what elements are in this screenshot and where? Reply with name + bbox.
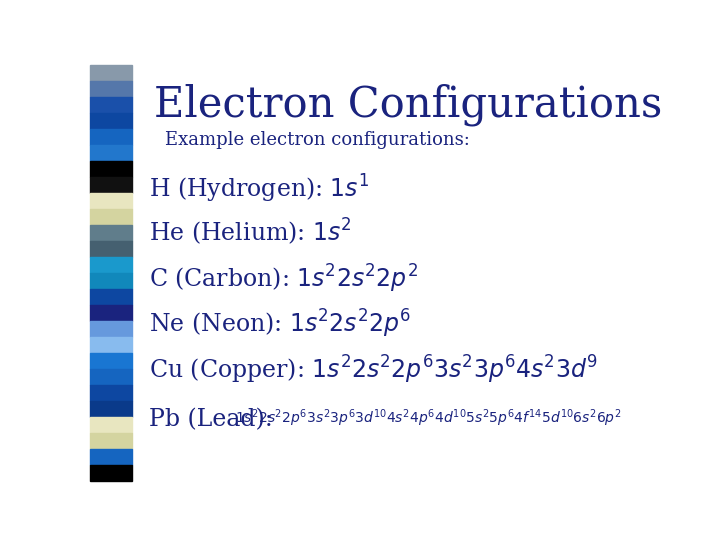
Bar	[90, 433, 132, 449]
Text: Pb (Lead):: Pb (Lead):	[148, 408, 280, 431]
Bar	[90, 209, 132, 225]
Bar	[90, 65, 132, 81]
Bar	[90, 256, 132, 273]
Text: Electron Configurations: Electron Configurations	[154, 84, 662, 126]
Bar	[90, 336, 132, 353]
Text: H (Hydrogen): $1s^{1}$: H (Hydrogen): $1s^{1}$	[148, 173, 369, 205]
Bar	[90, 241, 132, 256]
Bar	[90, 145, 132, 161]
Text: Ne (Neon): $1s^{2}2s^{2}2p^{6}$: Ne (Neon): $1s^{2}2s^{2}2p^{6}$	[148, 308, 410, 340]
Bar	[90, 305, 132, 321]
Bar	[90, 321, 132, 336]
Bar	[90, 113, 132, 129]
Bar	[90, 449, 132, 464]
Bar	[90, 464, 132, 481]
Bar	[90, 193, 132, 209]
Bar	[90, 97, 132, 113]
Bar	[90, 161, 132, 177]
Bar	[90, 353, 132, 369]
Bar	[90, 81, 132, 97]
Text: Example electron configurations:: Example electron configurations:	[166, 131, 470, 150]
Bar	[90, 384, 132, 401]
Bar	[90, 289, 132, 305]
Bar	[90, 417, 132, 433]
Bar	[90, 225, 132, 241]
Bar	[90, 129, 132, 145]
Bar	[90, 273, 132, 289]
Bar	[90, 369, 132, 384]
Bar	[90, 177, 132, 193]
Text: Cu (Copper): $1s^{2}2s^{2}2p^{6}3s^{2}3p^{6}4s^{2}3d^{9}$: Cu (Copper): $1s^{2}2s^{2}2p^{6}3s^{2}3p…	[148, 354, 598, 386]
Text: C (Carbon): $1s^{2}2s^{2}2p^{2}$: C (Carbon): $1s^{2}2s^{2}2p^{2}$	[148, 262, 418, 294]
Bar	[90, 401, 132, 417]
Text: $1s^{2}2s^{2}2p^{6}3s^{2}3p^{6}3d^{10}4s^{2}4p^{6}4d^{10}5s^{2}5p^{6}4f^{14}5d^{: $1s^{2}2s^{2}2p^{6}3s^{2}3p^{6}3d^{10}4s…	[235, 408, 622, 429]
Text: He (Helium): $1s^{2}$: He (Helium): $1s^{2}$	[148, 217, 351, 247]
